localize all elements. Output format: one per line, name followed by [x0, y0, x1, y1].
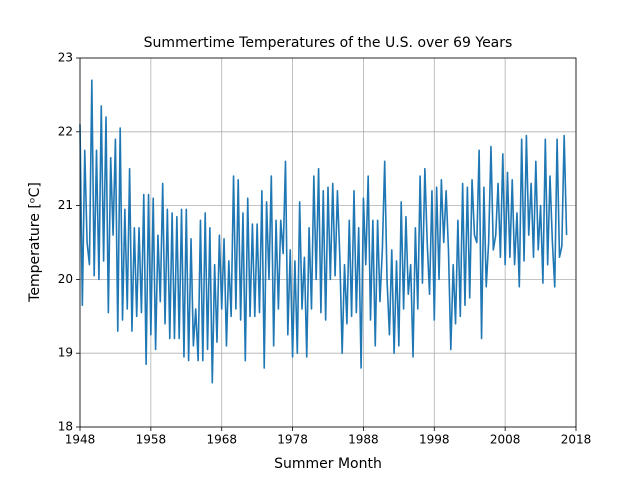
x-axis-label: Summer Month [274, 456, 382, 472]
x-tick-label: 1958 [136, 433, 167, 447]
x-tick-label: 1968 [206, 433, 237, 447]
y-tick-label: 18 [58, 420, 73, 434]
x-tick-label: 2008 [490, 433, 521, 447]
y-tick-label: 21 [58, 198, 73, 212]
x-tick-label: 1948 [65, 433, 96, 447]
plot-frame [79, 57, 577, 428]
data-line [79, 79, 568, 384]
x-tick-label: 1988 [348, 433, 379, 447]
y-tick-label: 23 [58, 51, 73, 65]
y-axis-label: Temperature [ᵒC] [27, 182, 43, 303]
x-tick-label: 1978 [277, 433, 308, 447]
x-tick-label: 1998 [419, 433, 450, 447]
y-tick-label: 22 [58, 124, 73, 138]
y-tick-label: 19 [58, 346, 73, 360]
x-tick-label: 2018 [561, 433, 592, 447]
y-tick-label: 20 [58, 272, 73, 286]
chart-title: Summertime Temperatures of the U.S. over… [144, 35, 513, 51]
